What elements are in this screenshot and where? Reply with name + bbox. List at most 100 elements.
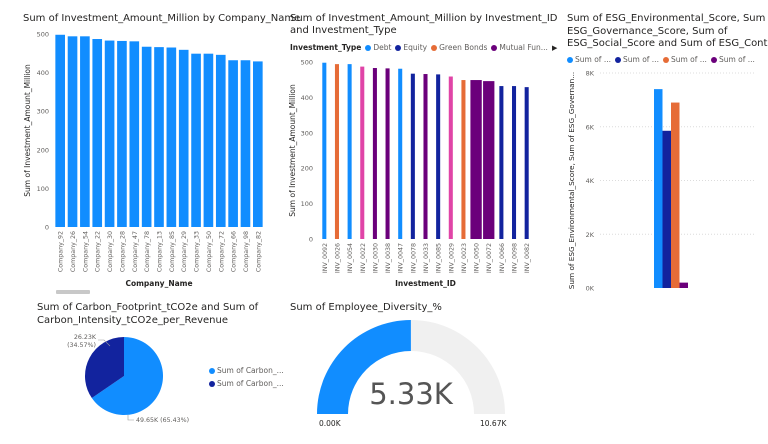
company-y-tick: 500 (37, 31, 49, 39)
investment-bar (512, 86, 517, 240)
legend-next-arrow-icon[interactable]: ▶ (551, 43, 558, 52)
investment-x-tick: INV_0050 (474, 243, 481, 273)
carbon-legend-item-1[interactable]: Sum of Carbon_... (209, 366, 284, 375)
investment-bar (436, 74, 441, 239)
investment-bar (470, 80, 482, 239)
esg-y-tick: 4K (586, 177, 595, 185)
esg-legend-item-3[interactable]: Sum of ... (662, 55, 707, 64)
legend-dot-mutual-fund (491, 44, 498, 51)
company-bar (215, 54, 226, 228)
esg-legend-dot-1 (567, 56, 573, 63)
company-chart-title: Sum of Investment_Amount_Million by Comp… (23, 13, 301, 24)
investment-x-tick: INV_0047 (398, 243, 405, 273)
investment-x-tick: INV_0030 (372, 243, 379, 273)
investment-x-axis-title: Investment_ID (395, 279, 456, 288)
esg-bar-panel: Sum of ESG_Environmental_Score, Sum of E… (550, 0, 768, 300)
diversity-gauge-chart: 5.33K 0.00K 10.67K (317, 320, 507, 428)
legend-label-mutual-fund: Mutual Fun... (499, 43, 548, 52)
company-y-tick: 200 (37, 146, 49, 154)
esg-bar (671, 102, 680, 288)
legend-item-equity[interactable]: Equity (395, 43, 427, 52)
esg-y-tick: 2K (586, 231, 595, 239)
company-bar (154, 47, 164, 228)
esg-legend-item-1[interactable]: Sum of ... (567, 55, 611, 64)
investment-x-tick: INV_0026 (334, 243, 341, 273)
investment-chart-title-line1: Sum of Investment_Amount_Million by Inve… (290, 13, 558, 24)
investment-x-tick: INV_0082 (524, 243, 531, 273)
carbon-data-label-1: 49.65K (65.43%) (136, 417, 189, 424)
legend-dot-equity (395, 44, 402, 51)
investment-x-tick: INV_0085 (436, 243, 443, 273)
investment-bar (448, 76, 453, 239)
investment-x-tick: INV_0023 (461, 243, 468, 273)
company-x-tick: Company_33 (194, 231, 201, 272)
company-bar (203, 53, 214, 227)
gauge-max-label: 10.67K (480, 419, 507, 428)
company-x-tick: Company_72 (218, 231, 225, 272)
company-bar (253, 61, 263, 227)
esg-legend-label-4: Sum of ... (718, 55, 755, 64)
carbon-chart-title-line2: Carbon_Intensity_tCO2e_per_Revenue (37, 314, 229, 326)
company-x-tick: Company_85 (169, 231, 176, 272)
company-x-tick: Company_82 (255, 231, 262, 272)
investment-x-tick: INV_0054 (347, 243, 354, 273)
company-bar (178, 49, 189, 227)
investment-bar (372, 68, 377, 239)
investment-x-tick: INV_0038 (385, 243, 392, 273)
carbon-pie-panel: Sum of Carbon_Footprint_tCO2e and Sum of… (0, 300, 290, 444)
carbon-legend-item-2[interactable]: Sum of Carbon_... (209, 379, 284, 388)
carbon-legend-dot-2 (209, 380, 215, 387)
investment-y-tick: 100 (301, 200, 313, 208)
carbon-data-label-2-pct: (34.57%) (67, 342, 96, 349)
esg-legend-label-1: Sum of ... (575, 55, 611, 64)
esg-legend-item-2[interactable]: Sum of ... (614, 55, 659, 64)
legend-dot-green-bonds (431, 44, 438, 51)
carbon-legend-label-2: Sum of Carbon_... (217, 379, 284, 388)
legend-label-green-bonds: Green Bonds (439, 43, 488, 52)
investment-x-tick: INV_0078 (410, 243, 417, 273)
investment-bar (524, 87, 529, 239)
esg-bar (654, 89, 663, 288)
carbon-leader-line-1 (127, 415, 134, 421)
investment-x-tick: INV_0029 (448, 243, 455, 273)
company-bar (166, 47, 177, 228)
carbon-chart-title-line1: Sum of Carbon_Footprint_tCO2e and Sum of (37, 302, 259, 313)
gauge-fill (317, 320, 411, 414)
company-bar (228, 60, 238, 227)
company-bar-chart: 0 100 200 300 400 500 Company_92 Company_26 Comp… (23, 31, 263, 294)
company-bar (240, 60, 251, 227)
investment-x-tick: INV_0033 (423, 243, 430, 273)
company-bar (191, 53, 201, 227)
company-y-axis-title: Sum of Investment_Amount_Million (23, 64, 32, 197)
carbon-leader-line-2 (98, 339, 111, 347)
investment-bar-panel: Sum of Investment_Amount_Million by Inve… (280, 0, 557, 300)
esg-chart-title-line3: ESG_Social_Score and Sum of ESG_Contr... (567, 38, 768, 49)
legend-item-debt[interactable]: Debt (365, 43, 391, 52)
esg-chart-title-line2: ESG_Governance_Score, Sum of (567, 25, 728, 37)
esg-legend-item-4[interactable]: Sum of ... (710, 55, 755, 64)
investment-y-tick: 200 (301, 165, 313, 173)
carbon-pie-slice-1 (91, 337, 163, 415)
legend-item-green-bonds[interactable]: Green Bonds (431, 43, 487, 52)
company-y-tick: 400 (37, 69, 49, 77)
esg-bar (662, 130, 671, 288)
company-x-tick: Company_13 (157, 231, 164, 272)
investment-bar (483, 81, 495, 239)
investment-bar (347, 64, 352, 240)
investment-bar (423, 74, 428, 239)
investment-bar (410, 73, 415, 239)
esg-legend-label-3: Sum of ... (670, 55, 707, 64)
legend-item-mutual-fund[interactable]: Mutual Fun... (491, 43, 548, 52)
company-x-tick: Company_47 (132, 231, 139, 272)
company-x-tick: Company_50 (206, 231, 213, 272)
investment-bar (461, 80, 466, 239)
legend-label-debt: Debt (373, 43, 392, 52)
investment-y-tick: 0 (309, 236, 313, 244)
company-x-tick: Company_30 (107, 231, 114, 272)
esg-legend-label-2: Sum of ... (622, 55, 659, 64)
esg-y-axis-title: Sum of ESG_Environmental_Score, Sum of E… (567, 72, 576, 289)
investment-bar-chart: 0 100 200 300 400 500 INV_0092 INV_0026 INV_0054… (288, 59, 531, 289)
company-scrollbar (56, 290, 90, 294)
gauge-value-label: 5.33K (369, 377, 454, 411)
company-x-tick: Company_29 (181, 231, 188, 272)
